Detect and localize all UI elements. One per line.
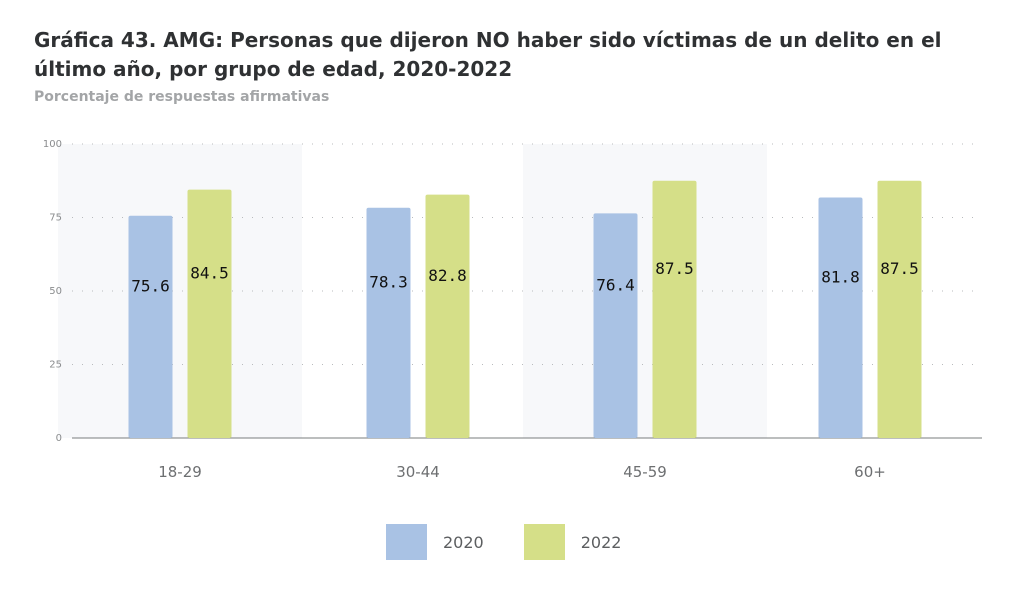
- bars: [128, 180, 922, 438]
- x-tick-label: 45-59: [623, 463, 667, 481]
- legend-item-2022[interactable]: 2022: [523, 524, 622, 560]
- x-tick-label: 60+: [854, 463, 886, 481]
- data-label: 75.6: [131, 277, 170, 296]
- y-axis-ticks: 0 25 50 75 100: [43, 139, 62, 444]
- bar-2022-30-44[interactable]: [425, 194, 470, 438]
- legend-label-2020: 2020: [443, 532, 484, 552]
- legend: 2020 2022: [386, 524, 661, 560]
- legend-item-2020[interactable]: 2020: [386, 524, 484, 560]
- bar-2020-45-59[interactable]: [593, 213, 638, 438]
- category-band: [58, 144, 302, 438]
- chart-title: Gráfica 43. AMG: Personas que dijeron NO…: [34, 28, 942, 81]
- legend-swatch-2022: [523, 524, 565, 560]
- data-label: 78.3: [369, 273, 408, 292]
- y-tick-label: 100: [43, 139, 62, 150]
- x-tick-label: 30-44: [396, 463, 440, 481]
- legend-swatch-2020: [386, 524, 427, 560]
- x-axis-categories: 18-29 30-44 45-59 60+: [158, 463, 886, 481]
- bar-2022-60+[interactable]: [877, 180, 922, 438]
- y-tick-label: 0: [56, 433, 62, 444]
- bar-2020-30-44[interactable]: [366, 207, 411, 438]
- category-bands: [58, 144, 767, 438]
- bar-2022-18-29[interactable]: [187, 189, 232, 438]
- bar-2020-60+[interactable]: [818, 197, 863, 438]
- data-label: 87.5: [655, 259, 694, 278]
- legend-label-2022: 2022: [580, 532, 622, 552]
- bar-2020-18-29[interactable]: [128, 215, 173, 438]
- data-label: 87.5: [880, 259, 919, 278]
- data-label: 76.4: [596, 275, 635, 294]
- chart-subtitle: Porcentaje de respuestas afirmativas: [34, 89, 330, 105]
- y-tick-label: 25: [49, 360, 62, 371]
- data-label: 81.8: [821, 267, 860, 286]
- bar-2022-45-59[interactable]: [652, 180, 697, 438]
- data-label: 82.8: [428, 266, 467, 285]
- data-labels: 75.6 84.5 78.3 82.8 76.4 87.5 81.8 87.5: [131, 259, 919, 295]
- data-label: 84.5: [190, 264, 229, 283]
- x-tick-label: 18-29: [158, 463, 202, 481]
- y-tick-label: 75: [49, 213, 62, 224]
- y-tick-label: 50: [49, 286, 62, 297]
- category-band: [523, 144, 767, 438]
